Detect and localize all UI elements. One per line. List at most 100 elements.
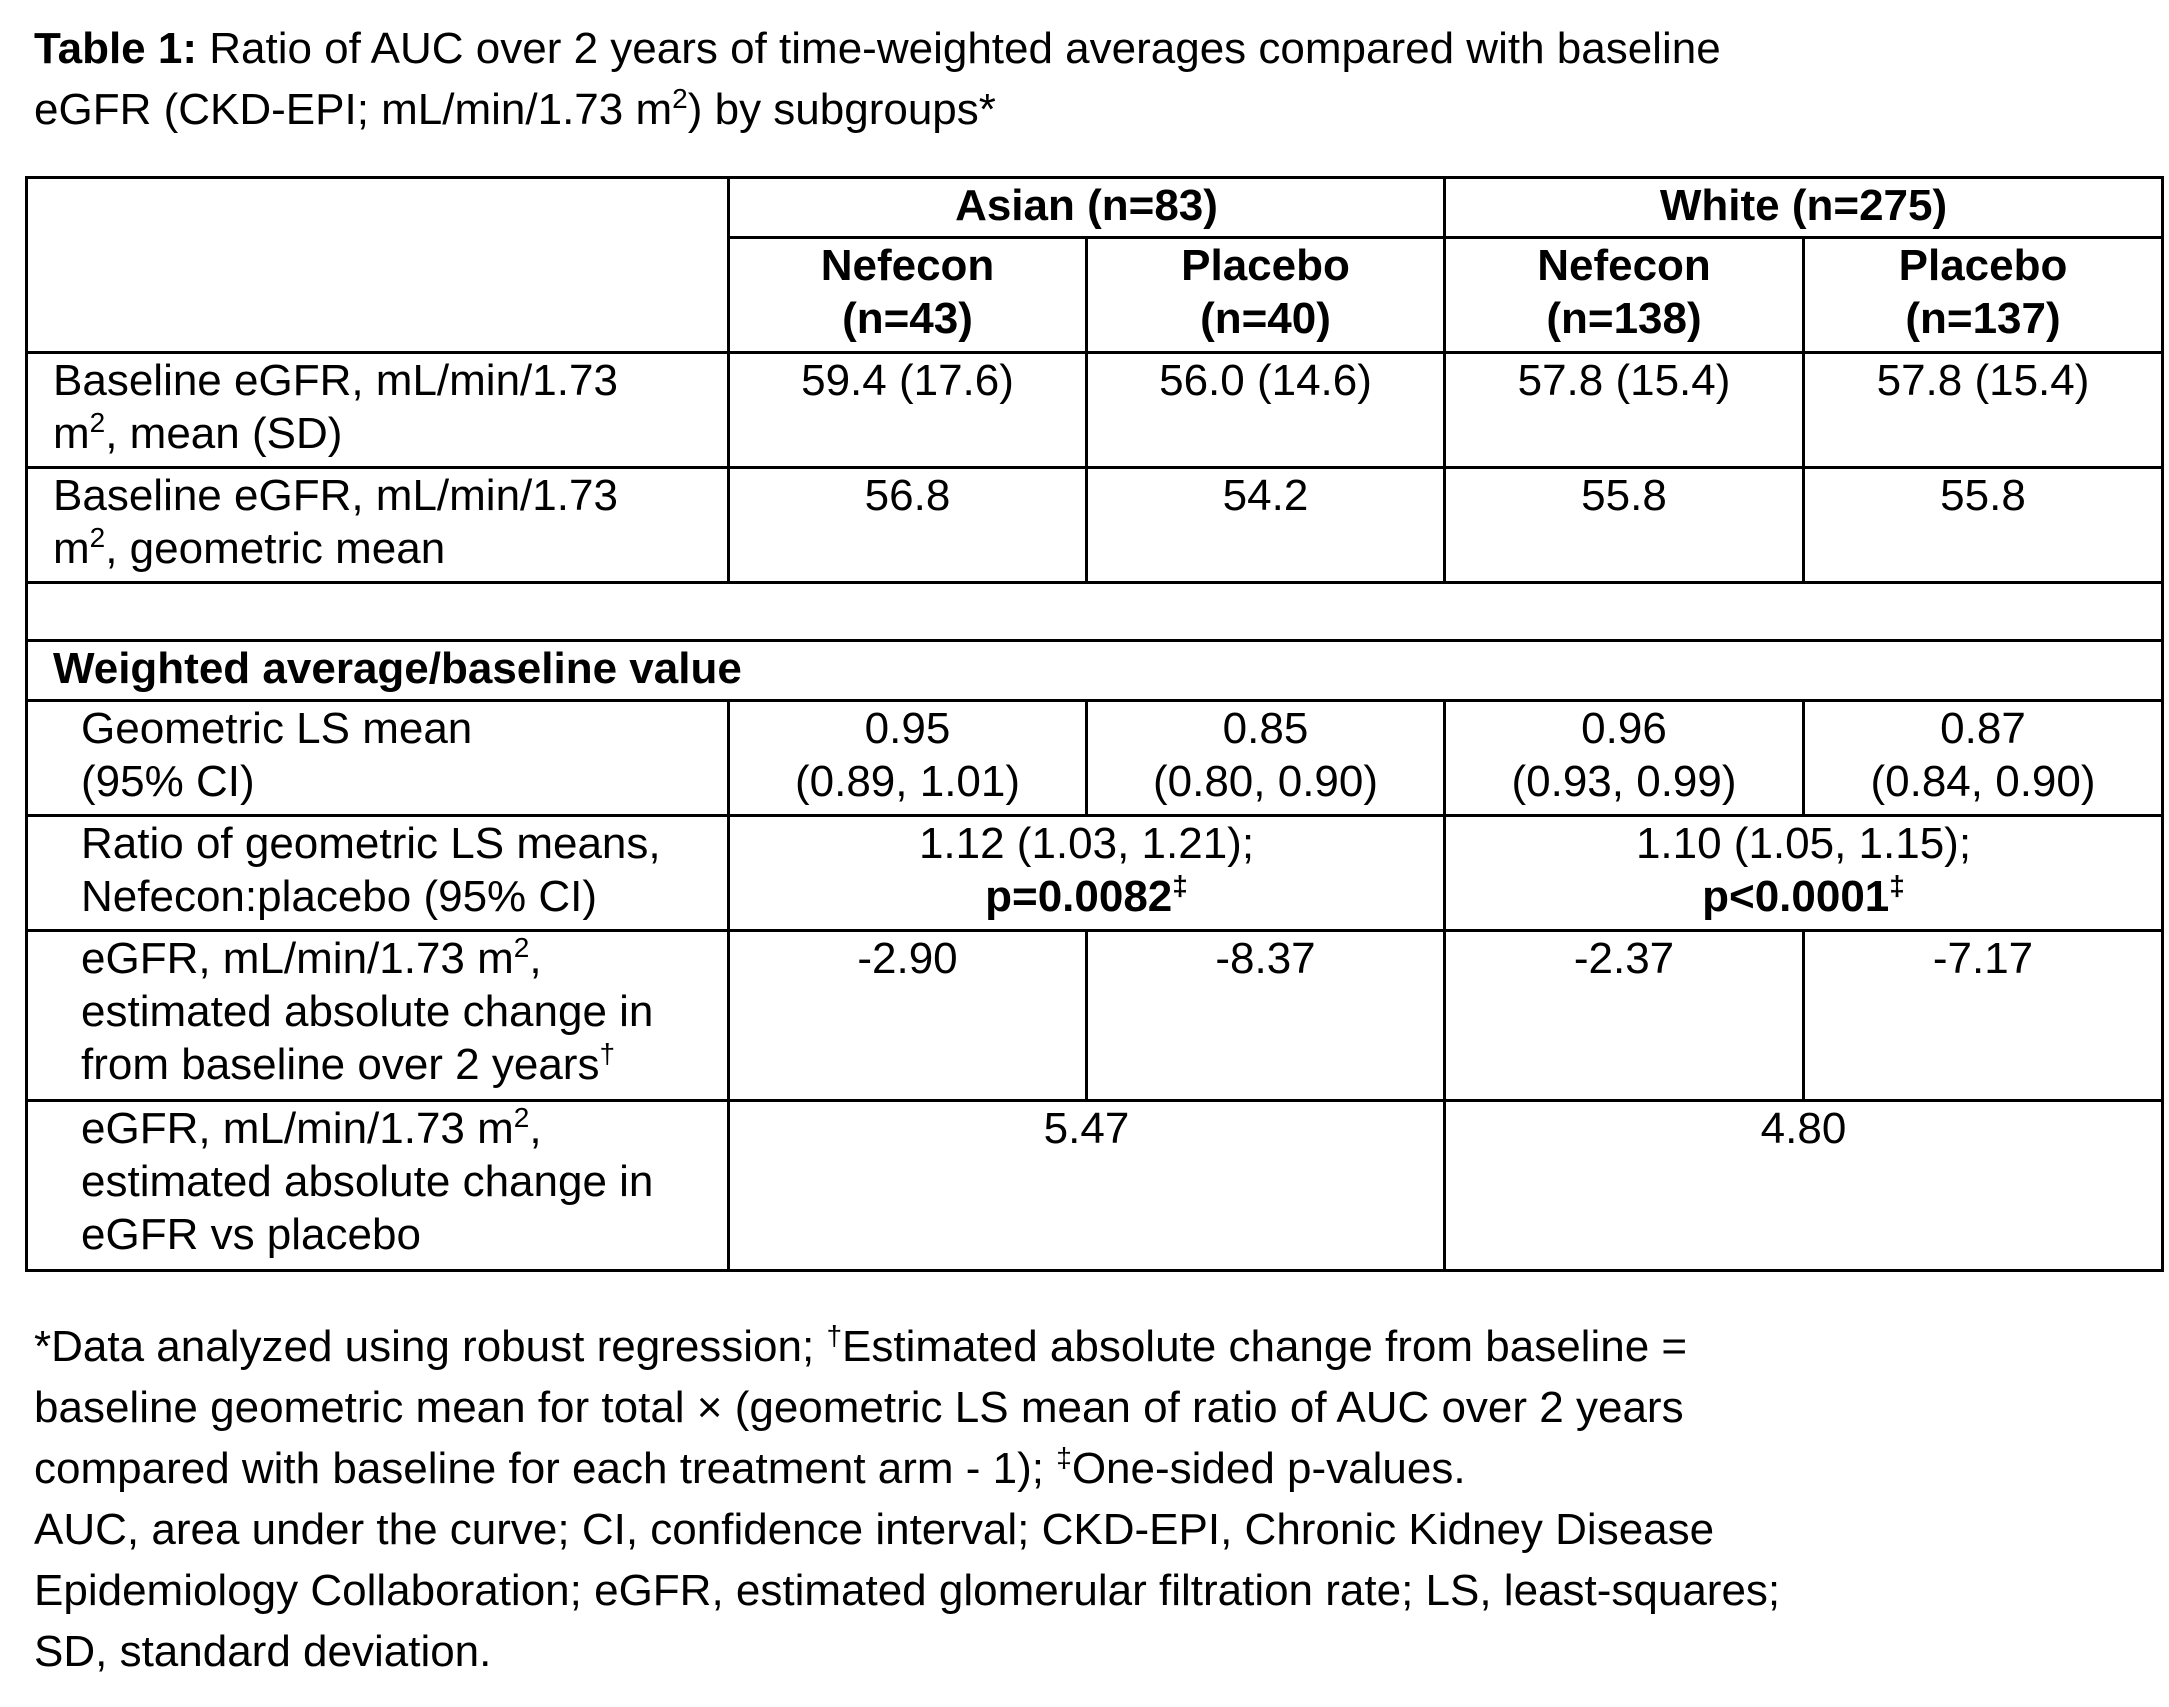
row-label-line: from baseline over 2 years (81, 1040, 600, 1089)
table-cell: 4.80 (1443, 1099, 2164, 1272)
row-label-line: , (529, 1104, 542, 1153)
row-label: Geometric LS mean (95% CI) (25, 699, 730, 817)
superscript: 2 (513, 932, 530, 963)
table-cell: 56.0 (14.6) (1085, 351, 1446, 469)
row-label-line: (95% CI) (81, 757, 255, 806)
superscript: 2 (89, 407, 106, 438)
arm-n: (n=40) (1200, 294, 1331, 343)
row-label-line: , geometric mean (105, 524, 446, 573)
table-cell: 0.87 (0.84, 0.90) (1802, 699, 2164, 817)
arm-name: Placebo (1898, 241, 2068, 290)
row-label-line: eGFR, mL/min/1.73 m (81, 934, 514, 983)
table-footnotes: *Data analyzed using robust regression; … (34, 1316, 2144, 1682)
arm-header: Placebo (n=40) (1085, 236, 1446, 354)
arm-name: Nefecon (1537, 241, 1711, 290)
group-header-white: White (n=275) (1443, 176, 2164, 239)
p-value: p=0.0082 (985, 872, 1173, 921)
table-cell: -2.90 (727, 929, 1088, 1102)
cell-ci: (0.93, 0.99) (1511, 757, 1737, 806)
row-label-line: , (529, 934, 542, 983)
table-row: Baseline eGFR, mL/min/1.73 m2, mean (SD)… (25, 351, 2164, 469)
row-label-line: estimated absolute change in (81, 987, 654, 1036)
superscript: ‡ (1889, 870, 1905, 901)
arm-name: Nefecon (820, 241, 995, 290)
arm-header: Placebo (n=137) (1802, 236, 2164, 354)
abbreviations-text: AUC, area under the curve; CI, confidenc… (34, 1505, 1715, 1554)
spacer-row (25, 581, 2164, 642)
spacer-cell (25, 581, 2164, 642)
table-cell: 59.4 (17.6) (727, 351, 1088, 469)
arm-n: (n=138) (1546, 294, 1702, 343)
table-cell: 1.10 (1.05, 1.15); p<0.0001‡ (1443, 814, 2164, 932)
table-title-label: Table 1: (34, 24, 198, 73)
section-heading: Weighted average/baseline value (25, 639, 2164, 702)
row-label: Baseline eGFR, mL/min/1.73 m2, geometric… (25, 466, 730, 584)
row-label-line: eGFR vs placebo (81, 1210, 421, 1259)
row-label-line: , mean (SD) (105, 409, 343, 458)
results-table: Asian (n=83) White (n=275) Nefecon (n=43)… (25, 176, 2164, 1272)
empty-header-cell (25, 176, 730, 354)
row-label-line: estimated absolute change in (81, 1157, 654, 1206)
footnote-text: One-sided p-values. (1071, 1444, 1466, 1493)
superscript: 2 (513, 1102, 530, 1133)
cell-value: 0.96 (1581, 704, 1667, 753)
row-label: Baseline eGFR, mL/min/1.73 m2, mean (SD) (25, 351, 730, 469)
arm-header: Nefecon (n=43) (727, 236, 1088, 354)
superscript: † (826, 1320, 843, 1351)
table-cell: 57.8 (15.4) (1802, 351, 2164, 469)
footnote-text: Estimated absolute change from baseline … (842, 1322, 1688, 1371)
row-label-line: m (53, 409, 90, 458)
group-header-row: Asian (n=83) White (n=275) (25, 176, 2164, 354)
table-row: eGFR, mL/min/1.73 m2, estimated absolute… (25, 1099, 2164, 1272)
table-title-text-2: eGFR (CKD-EPI; mL/min/1.73 m (34, 85, 673, 134)
row-label-line: Nefecon:placebo (95% CI) (81, 872, 598, 921)
footnote-text: compared with baseline for each treatmen… (34, 1444, 1057, 1493)
cell-ci: (0.89, 1.01) (794, 757, 1021, 806)
table-cell: 57.8 (15.4) (1443, 351, 1805, 469)
table-title: Table 1: Ratio of AUC over 2 years of ti… (34, 18, 2134, 140)
superscript: ‡ (1056, 1442, 1072, 1473)
table-cell: 5.47 (727, 1099, 1446, 1272)
footnote-text: baseline geometric mean for total × (geo… (34, 1383, 1684, 1432)
superscript: 2 (89, 522, 106, 553)
row-label-line: Geometric LS mean (81, 704, 473, 753)
table-cell: 55.8 (1443, 466, 1805, 584)
p-value: p<0.0001 (1702, 872, 1890, 921)
table-cell: 55.8 (1802, 466, 2164, 584)
cell-value: 0.87 (1940, 704, 2026, 753)
group-header-asian: Asian (n=83) (727, 176, 1446, 239)
table-title-text-3: ) by subgroups* (687, 85, 996, 134)
abbreviations-text: SD, standard deviation. (34, 1627, 492, 1676)
arm-header-row: Nefecon (n=43) Placebo (n=40) Nefecon (n=13… (27, 236, 2164, 354)
cell-value: 1.12 (1.03, 1.21); (918, 819, 1255, 868)
arm-name: Placebo (1181, 241, 1350, 290)
table-cell: -7.17 (1802, 929, 2164, 1102)
cell-value: 0.95 (864, 704, 951, 753)
table-cell: 1.12 (1.03, 1.21); p=0.0082‡ (727, 814, 1446, 932)
row-label-line: m (53, 524, 90, 573)
table-row: Geometric LS mean (95% CI) 0.95 (0.89, 1.… (25, 699, 2164, 817)
row-label: eGFR, mL/min/1.73 m2, estimated absolute… (25, 1099, 730, 1272)
table-row: eGFR, mL/min/1.73 m2, estimated absolute… (25, 929, 2164, 1102)
row-label-line: eGFR, mL/min/1.73 m (81, 1104, 514, 1153)
table-cell: 0.85 (0.80, 0.90) (1085, 699, 1446, 817)
arm-header: Nefecon (n=138) (1443, 236, 1805, 354)
arm-n: (n=43) (842, 294, 973, 343)
table-cell: 56.8 (727, 466, 1088, 584)
table-cell: 54.2 (1085, 466, 1446, 584)
footnote-text: *Data analyzed using robust regression; (34, 1322, 827, 1371)
cell-ci: (0.84, 0.90) (1870, 757, 2096, 806)
table-row: Baseline eGFR, mL/min/1.73 m2, geometric… (25, 466, 2164, 584)
abbreviations-text: Epidemiology Collaboration; eGFR, estima… (34, 1566, 1781, 1615)
table-title-text-1: Ratio of AUC over 2 years of time-weight… (197, 24, 1721, 73)
superscript: ‡ (1172, 870, 1188, 901)
table-cell: 0.95 (0.89, 1.01) (727, 699, 1088, 817)
table-cell: -8.37 (1085, 929, 1446, 1102)
superscript: 2 (672, 83, 688, 114)
row-label-line: Baseline eGFR, mL/min/1.73 (53, 356, 618, 405)
section-row: Weighted average/baseline value (25, 639, 2164, 702)
cell-value: 0.85 (1222, 704, 1309, 753)
cell-ci: (0.80, 0.90) (1152, 757, 1379, 806)
superscript: † (599, 1038, 616, 1069)
table-row: Ratio of geometric LS means, Nefecon:pla… (25, 814, 2164, 932)
